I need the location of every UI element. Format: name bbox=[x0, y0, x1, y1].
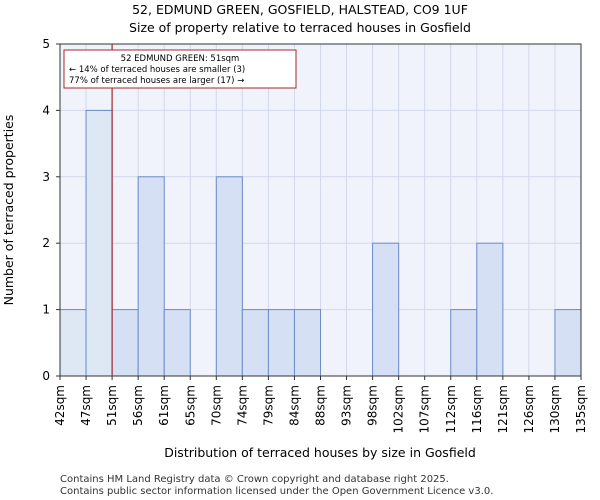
bar bbox=[215, 176, 243, 377]
y-tick-label: 1 bbox=[42, 303, 50, 317]
y-tick-label: 4 bbox=[42, 103, 50, 117]
x-tick-label: 88sqm bbox=[314, 385, 328, 426]
x-tick-label: 65sqm bbox=[183, 385, 197, 426]
x-tick-label: 56sqm bbox=[131, 385, 145, 426]
annotation-line-3: 77% of terraced houses are larger (17) → bbox=[69, 76, 244, 86]
bar bbox=[111, 309, 139, 377]
bar bbox=[293, 309, 322, 377]
x-tick-label: 74sqm bbox=[235, 385, 249, 426]
bar bbox=[137, 176, 165, 377]
x-tick-label: 107sqm bbox=[418, 385, 432, 433]
bar bbox=[476, 242, 504, 377]
x-tick-label: 70sqm bbox=[209, 385, 223, 426]
y-axis-label: Number of terraced properties bbox=[1, 115, 16, 306]
annotation-box: 52 EDMUND GREEN: 51sqm ← 14% of terraced… bbox=[63, 49, 297, 89]
y-tick-label: 0 bbox=[42, 369, 50, 383]
x-tick-label: 98sqm bbox=[366, 385, 380, 426]
bar bbox=[372, 242, 400, 377]
x-tick-label: 93sqm bbox=[340, 385, 354, 426]
chart-subtitle: Size of property relative to terraced ho… bbox=[129, 20, 471, 35]
x-axis-label: Distribution of terraced houses by size … bbox=[164, 445, 476, 460]
x-tick-label: 42sqm bbox=[53, 385, 67, 426]
x-tick-label: 102sqm bbox=[392, 385, 406, 433]
bar bbox=[59, 309, 87, 377]
bar bbox=[241, 309, 269, 377]
bar bbox=[554, 309, 582, 377]
y-tick-label: 2 bbox=[42, 236, 50, 250]
bar bbox=[267, 309, 295, 377]
x-tick-label: 47sqm bbox=[79, 385, 93, 426]
x-tick-label: 79sqm bbox=[261, 385, 275, 426]
x-tick-label: 126sqm bbox=[522, 385, 536, 433]
bar bbox=[85, 109, 113, 377]
x-tick-label: 121sqm bbox=[496, 385, 510, 433]
y-tick-label: 5 bbox=[42, 37, 50, 51]
bar bbox=[450, 309, 478, 377]
bar bbox=[163, 309, 191, 377]
y-axis-ticks: 0 1 2 3 4 5 bbox=[42, 37, 60, 383]
footer-line-1: Contains HM Land Registry data © Crown c… bbox=[60, 474, 449, 485]
x-tick-label: 135sqm bbox=[574, 385, 588, 433]
annotation-line-1: 52 EDMUND GREEN: 51sqm bbox=[121, 54, 240, 64]
x-tick-label: 130sqm bbox=[548, 385, 562, 433]
footer-line-2: Contains public sector information licen… bbox=[60, 486, 493, 497]
x-axis-ticks: 42sqm 47sqm 51sqm 56sqm 61sqm 65sqm 70sqm 74sqm… bbox=[53, 376, 588, 433]
x-tick-label: 61sqm bbox=[157, 385, 171, 426]
x-tick-label: 84sqm bbox=[287, 385, 301, 426]
x-tick-label: 116sqm bbox=[470, 385, 484, 433]
x-tick-label: 51sqm bbox=[105, 385, 119, 426]
chart-title: 52, EDMUND GREEN, GOSFIELD, HALSTEAD, CO… bbox=[132, 2, 468, 17]
y-tick-label: 3 bbox=[42, 170, 50, 184]
annotation-line-2: ← 14% of terraced houses are smaller (3) bbox=[69, 65, 245, 75]
x-tick-label: 112sqm bbox=[444, 385, 458, 433]
